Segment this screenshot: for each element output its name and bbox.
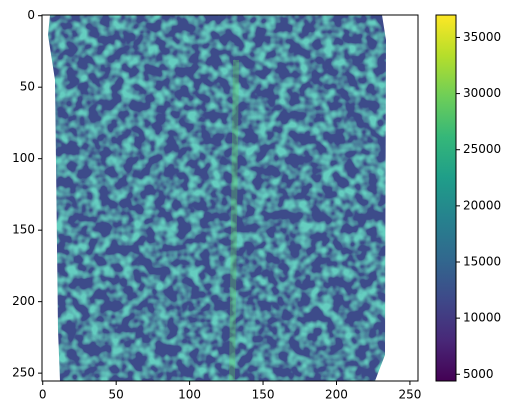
colorbar-tick-label: 25000 — [463, 142, 501, 156]
y-tick-label: 0 — [27, 8, 35, 22]
image-ridge — [229, 59, 239, 381]
colorbar-tick-label: 10000 — [463, 311, 501, 325]
x-tick-label: 250 — [398, 388, 421, 402]
image — [48, 15, 386, 381]
y-tick-label: 250 — [12, 366, 35, 380]
colorbar-tick-label: 35000 — [463, 30, 501, 44]
x-tick-label: 50 — [109, 388, 124, 402]
y-tick-label: 200 — [12, 294, 35, 308]
colorbar-tick-label: 15000 — [463, 254, 501, 268]
colorbar-tick-label: 20000 — [463, 198, 501, 212]
y-tick-label: 150 — [12, 223, 35, 237]
y-tick-label: 100 — [12, 151, 35, 165]
x-tick-label: 150 — [252, 388, 275, 402]
colorbar-tick-label: 5000 — [463, 367, 494, 381]
x-tick-label: 100 — [178, 388, 201, 402]
axes-frame — [41, 14, 419, 382]
x-tick-label: 200 — [325, 388, 348, 402]
y-tick-label: 50 — [20, 80, 35, 94]
colorbar-tick-label: 30000 — [463, 86, 501, 100]
x-tick-label: 0 — [39, 388, 47, 402]
colorbar — [435, 14, 457, 382]
